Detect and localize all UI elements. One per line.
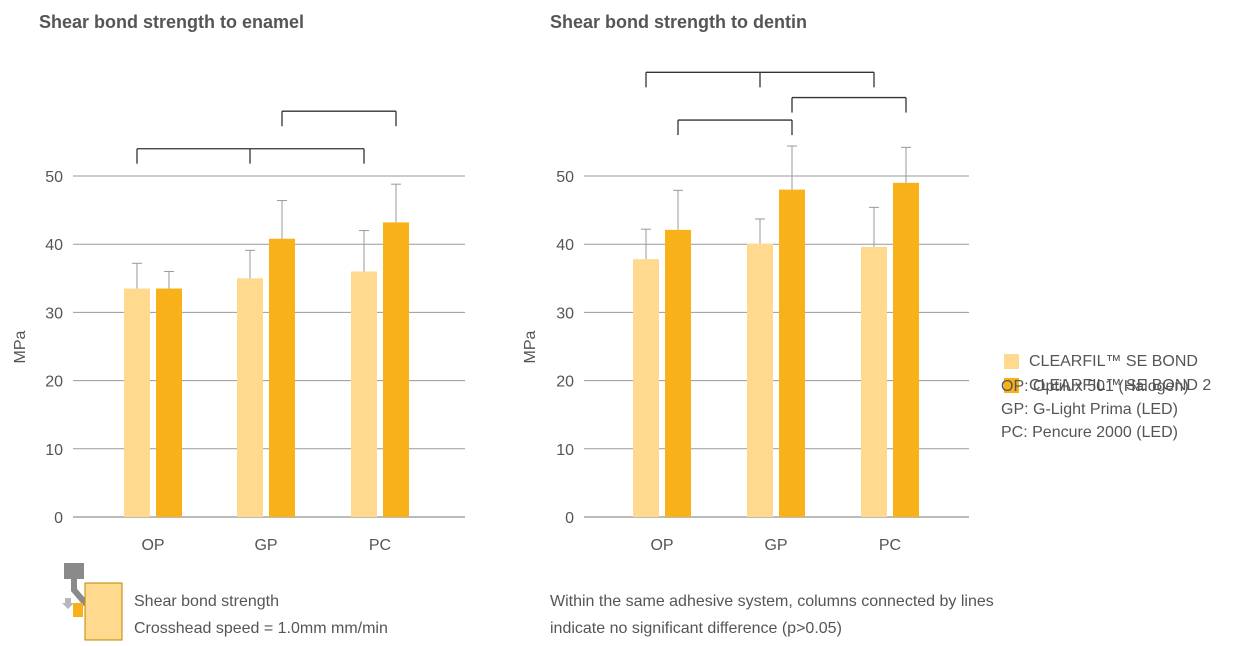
bar-se-bond	[351, 271, 377, 517]
y-axis-label: MPa	[12, 330, 29, 363]
bar-se-bond	[747, 243, 773, 517]
chart-title-enamel: Shear bond strength to enamel	[39, 12, 305, 32]
significance-note: Within the same adhesive system, columns…	[550, 588, 994, 642]
y-tick-label: 10	[556, 442, 574, 459]
significance-line-2: indicate no significant difference (p>0.…	[550, 620, 842, 637]
chart-title-dentin: Shear bond strength to dentin	[550, 12, 807, 32]
y-tick-label: 0	[565, 510, 574, 527]
bar-se-bond-2	[156, 288, 182, 517]
y-tick-label: 20	[45, 374, 63, 391]
y-axis-label: MPa	[522, 330, 539, 363]
legend-item-se-bond-2: CLEARFIL™ SE BOND 2	[1004, 374, 1211, 397]
shear-test-diagram-icon	[62, 563, 123, 641]
bar-se-bond-2	[665, 229, 691, 518]
chart-legend: CLEARFIL™ SE BOND CLEARFIL™ SE BOND 2	[1004, 350, 1211, 397]
test-method-line-2: Crosshead speed = 1.0mm mm/min	[134, 620, 388, 637]
x-category-label: OP	[650, 537, 673, 554]
dentin-bar-chart: 0 10 20 30 40 50 MPa OP GP PC	[522, 71, 969, 554]
glossary-gp: GP: G-Light Prima (LED)	[1001, 401, 1178, 418]
x-category-label: OP	[141, 537, 164, 554]
glossary-op: OP: Optilux 501 (Halogen)	[1001, 378, 1189, 395]
enamel-bar-chart: 0 10 20 30 40 50 MPa OP GP PC	[12, 110, 465, 554]
y-tick-label: 10	[45, 442, 63, 459]
test-method-line-1: Shear bond strength	[134, 593, 279, 610]
test-method-note: Shear bond strength Crosshead speed = 1.…	[134, 588, 388, 642]
glossary-pc: PC: Pencure 2000 (LED)	[1001, 424, 1178, 441]
legend-swatch-se-bond	[1004, 354, 1019, 369]
y-tick-label: 50	[45, 169, 63, 186]
y-tick-label: 20	[556, 374, 574, 391]
bar-se-bond	[237, 278, 263, 517]
legend-label-se-bond: CLEARFIL™ SE BOND	[1029, 352, 1198, 370]
bar-se-bond	[861, 246, 887, 518]
y-tick-label: 40	[45, 237, 63, 254]
bar-se-bond-2	[269, 238, 295, 517]
bar-se-bond-2	[779, 189, 805, 517]
light-source-glossary: OP: Optilux 501 (Halogen) GP: G-Light Pr…	[1001, 375, 1189, 444]
y-tick-label: 30	[45, 305, 63, 322]
bar-se-bond	[633, 259, 659, 517]
significance-line-1: Within the same adhesive system, columns…	[550, 593, 994, 610]
x-category-label: PC	[369, 537, 391, 554]
bar-se-bond-2	[383, 222, 409, 517]
x-category-label: GP	[254, 537, 277, 554]
bar-se-bond	[124, 288, 150, 517]
y-tick-label: 0	[54, 510, 63, 527]
x-category-label: GP	[764, 537, 787, 554]
y-tick-label: 40	[556, 237, 574, 254]
legend-swatch-se-bond-2	[1004, 378, 1019, 393]
y-tick-label: 50	[556, 169, 574, 186]
legend-label-se-bond-2: CLEARFIL™ SE BOND 2	[1029, 376, 1212, 394]
legend-item-se-bond: CLEARFIL™ SE BOND	[1004, 350, 1211, 373]
y-tick-label: 30	[556, 305, 574, 322]
x-category-label: PC	[879, 537, 901, 554]
bar-se-bond-2	[893, 182, 919, 517]
